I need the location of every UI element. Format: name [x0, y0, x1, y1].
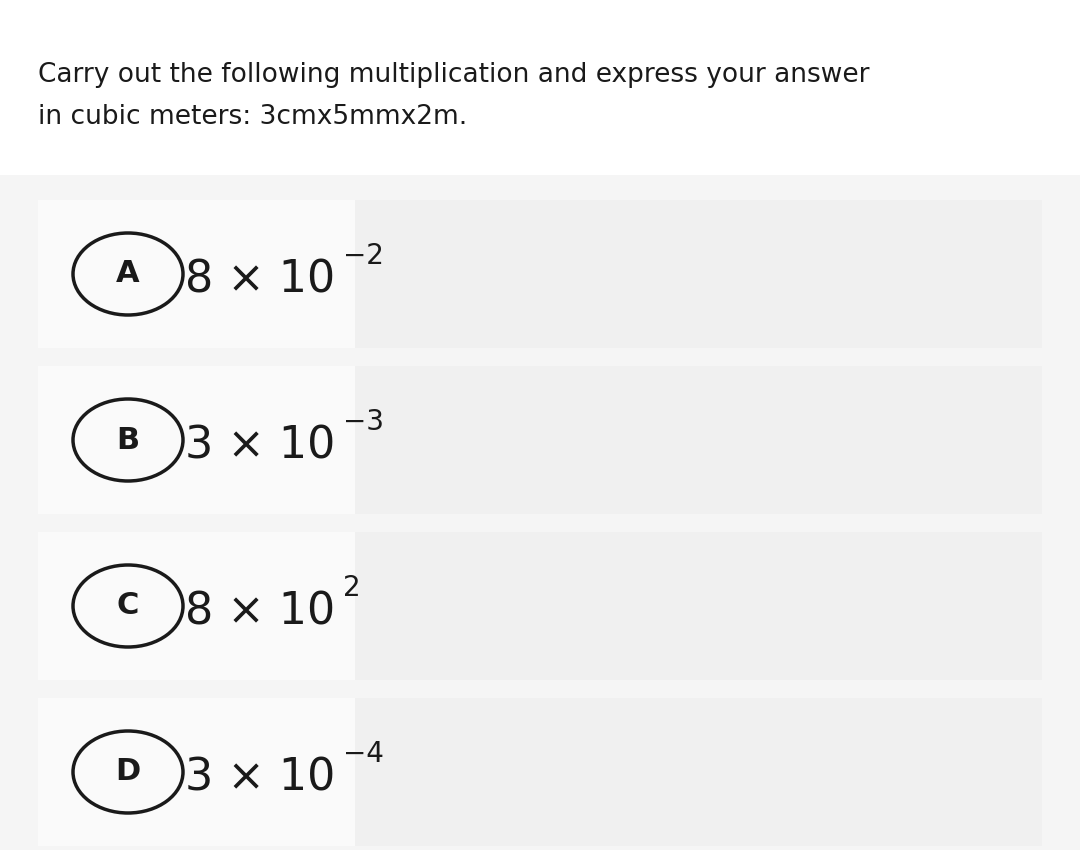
FancyBboxPatch shape	[38, 366, 355, 514]
Text: 3 × 10: 3 × 10	[185, 424, 335, 468]
Text: −4: −4	[343, 740, 383, 768]
Text: C: C	[117, 592, 139, 620]
Ellipse shape	[73, 565, 183, 647]
FancyBboxPatch shape	[38, 532, 1042, 680]
Text: D: D	[116, 757, 140, 786]
Text: 3 × 10: 3 × 10	[185, 756, 335, 800]
FancyBboxPatch shape	[0, 0, 1080, 175]
Text: −3: −3	[343, 408, 384, 436]
FancyBboxPatch shape	[38, 698, 355, 846]
Text: 8 × 10: 8 × 10	[185, 591, 335, 633]
Ellipse shape	[73, 233, 183, 315]
FancyBboxPatch shape	[38, 200, 355, 348]
FancyBboxPatch shape	[38, 366, 1042, 514]
Text: 8 × 10: 8 × 10	[185, 258, 335, 302]
Text: 2: 2	[343, 574, 361, 602]
Text: −2: −2	[343, 242, 383, 270]
Text: B: B	[117, 426, 139, 455]
FancyBboxPatch shape	[38, 200, 1042, 348]
FancyBboxPatch shape	[38, 532, 355, 680]
FancyBboxPatch shape	[38, 698, 1042, 846]
Text: A: A	[117, 259, 139, 288]
Text: Carry out the following multiplication and express your answer: Carry out the following multiplication a…	[38, 62, 869, 88]
Text: in cubic meters: 3cmx5mmx2m.: in cubic meters: 3cmx5mmx2m.	[38, 104, 468, 130]
Ellipse shape	[73, 731, 183, 813]
Ellipse shape	[73, 399, 183, 481]
